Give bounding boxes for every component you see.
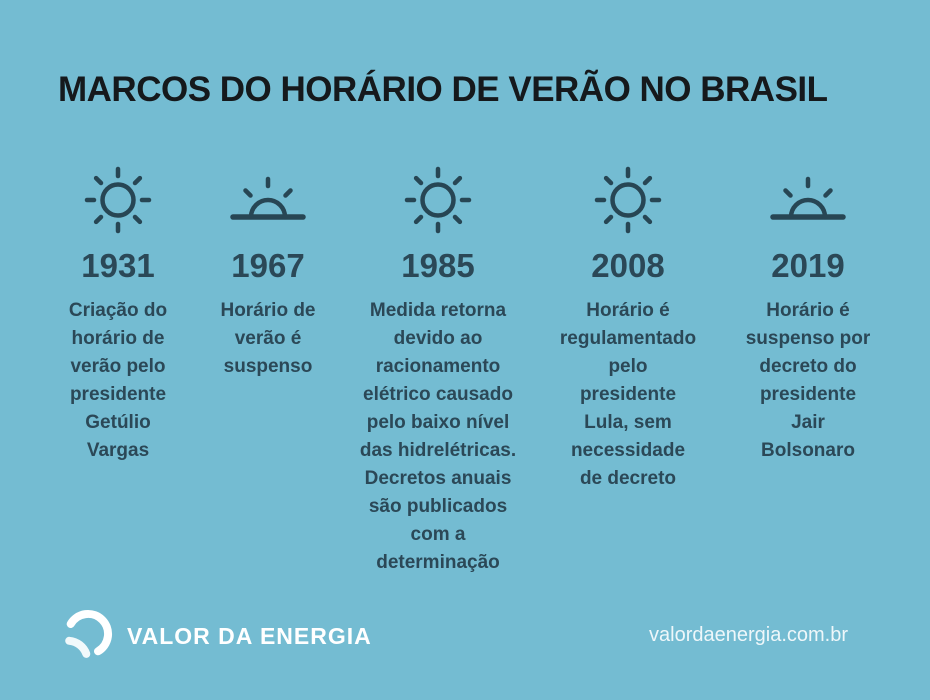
timeline-event-1967: 1967 Horário de verão é suspenso [193,158,343,381]
sunset-icon [766,158,850,242]
brand-name: VALOR DA ENERGIA [127,622,372,649]
event-description: Criação do horário de verão pelo preside… [68,299,168,461]
event-description: Horário é regulamentado pelo presidente … [559,299,697,489]
timeline: 1931 Criação do horário de verão pelo pr… [0,158,930,598]
event-description: Medida retorna devido ao racionamento el… [359,299,517,573]
timeline-event-2019: 2019 Horário é suspenso por decreto do p… [728,158,888,465]
sun-icon [590,158,666,242]
event-year: 1967 [231,247,305,284]
website-url: valordaenergia.com.br [649,624,848,646]
timeline-event-1985: 1985 Medida retorna devido ao racionamen… [340,158,536,577]
event-year: 2008 [591,247,665,284]
timeline-event-2008: 2008 Horário é regulamentado pelo presid… [548,158,708,493]
event-description: Horário é suspenso por decreto do presid… [745,299,871,461]
sun-icon [80,158,156,242]
event-year: 1985 [401,247,475,284]
sunset-icon [226,158,310,242]
sun-icon [400,158,476,242]
event-description: Horário de verão é suspenso [220,299,316,377]
timeline-event-1931: 1931 Criação do horário de verão pelo pr… [43,158,193,465]
page-title: MARCOS DO HORÁRIO DE VERÃO NO BRASIL [58,70,828,109]
event-year: 1931 [81,247,155,284]
brand-logo-lockup: VALOR DA ENERGIA [62,608,372,665]
valor-da-energia-ring-icon [62,608,114,665]
event-year: 2019 [771,247,845,284]
